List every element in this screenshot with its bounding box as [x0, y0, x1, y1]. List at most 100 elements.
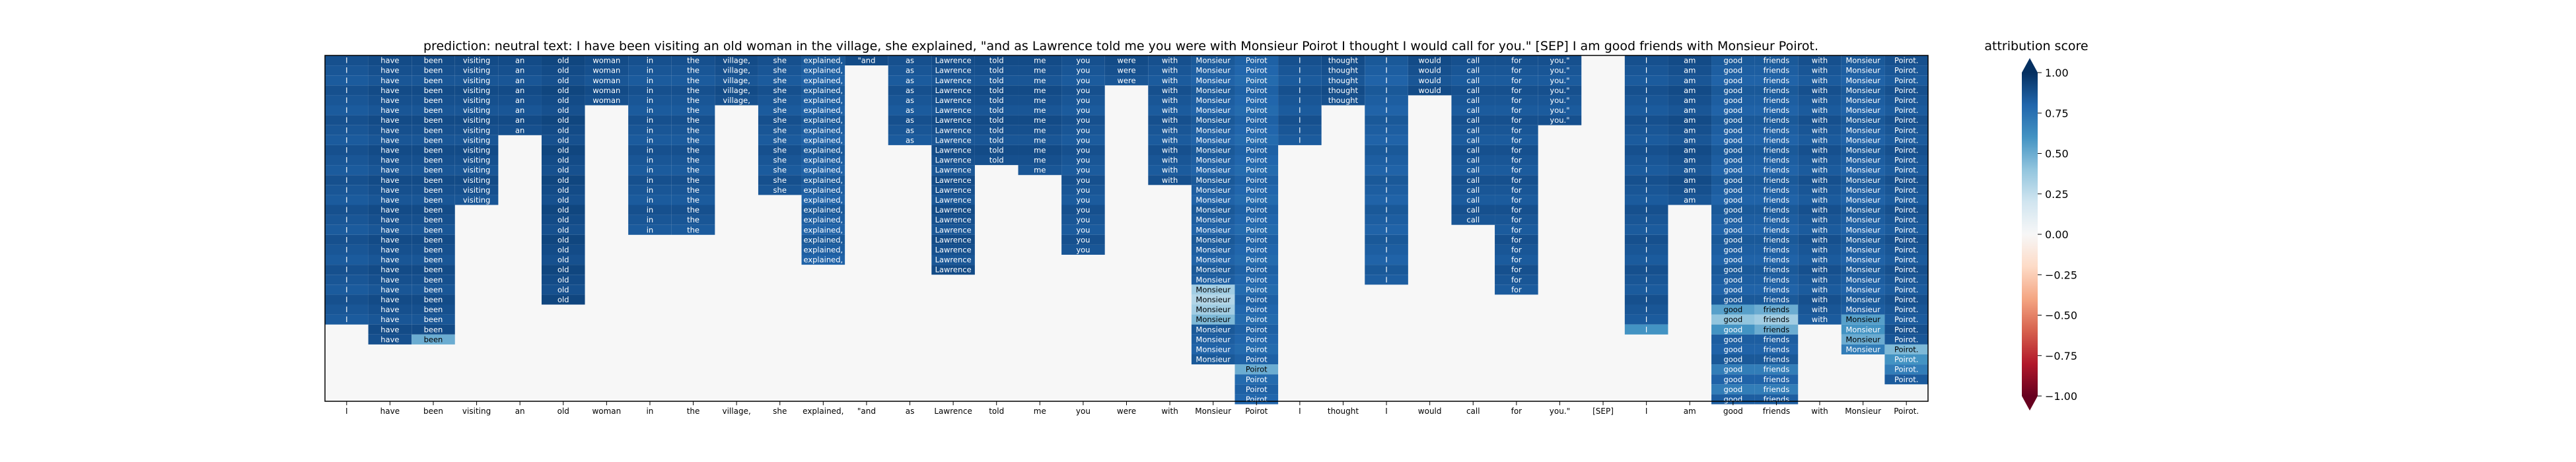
heatmap-cell [628, 175, 672, 185]
heatmap-cell-label: Poirot [1246, 315, 1268, 324]
heatmap-cell [1668, 185, 1712, 195]
heatmap-cell [1234, 105, 1279, 116]
heatmap-cell [585, 75, 629, 86]
heatmap-cell [368, 185, 412, 195]
heatmap-cell-label: friends [1764, 135, 1790, 145]
heatmap-cell-label: the [687, 116, 699, 125]
heatmap-cell [368, 115, 412, 125]
heatmap-cell-label: I [1299, 66, 1301, 75]
heatmap-cell-label: been [424, 246, 443, 255]
heatmap-cell-label: explained, [803, 76, 843, 85]
heatmap-cell [1538, 115, 1582, 125]
heatmap-cell-label: I [1299, 135, 1301, 145]
heatmap-cell-label: Lawrence [935, 205, 972, 214]
heatmap-cell [1061, 185, 1105, 195]
heatmap-cell [1148, 155, 1192, 166]
heatmap-cell [1754, 95, 1799, 106]
heatmap-cell [1711, 85, 1755, 96]
heatmap-cell [1884, 214, 1928, 225]
heatmap-cell [1234, 344, 1279, 354]
heatmap-cell-label: been [424, 185, 443, 195]
heatmap-cell [325, 284, 369, 295]
heatmap-cell-label: Poirot. [1894, 325, 1918, 334]
heatmap-cell [368, 105, 412, 116]
heatmap-cell-label: an [515, 86, 524, 95]
heatmap-cell [1754, 165, 1799, 176]
heatmap-cell-label: you." [1550, 76, 1569, 85]
heatmap-cell [1191, 354, 1235, 365]
heatmap-cell-label: friends [1764, 86, 1790, 95]
heatmap-cell [1711, 374, 1755, 385]
heatmap-cell-label: I [1645, 66, 1647, 75]
heatmap-cell-label: with [1812, 156, 1828, 165]
heatmap-cell [1495, 175, 1538, 185]
heatmap-cell [1798, 95, 1842, 106]
heatmap-cell-label: old [557, 205, 569, 214]
heatmap-cell [1365, 195, 1408, 205]
heatmap-cell [801, 125, 845, 135]
heatmap-cell [1754, 125, 1799, 135]
heatmap-cell-label: Poirot. [1894, 125, 1918, 135]
heatmap-cell [1668, 135, 1712, 145]
heatmap-cell [801, 165, 845, 176]
heatmap-cell-label: the [687, 125, 699, 135]
heatmap-cell-label: Lawrence [935, 125, 972, 135]
heatmap-cell-label: Poirot. [1894, 185, 1918, 195]
heatmap-cell-label: you." [1550, 56, 1569, 65]
heatmap-cell-label: Poirot [1246, 176, 1268, 185]
heatmap-cell-label: old [557, 215, 569, 224]
heatmap-cell [1234, 275, 1279, 285]
heatmap-cell-label: I [1645, 56, 1647, 65]
heatmap-cell-label: Monsieur [1196, 246, 1231, 255]
x-tick-label: Poirot [1245, 407, 1268, 416]
heatmap-cell-label: have [380, 146, 399, 155]
heatmap-cell-label: Poirot. [1894, 375, 1918, 384]
heatmap-cell-label: call [1466, 176, 1480, 185]
heatmap-cell [1191, 275, 1235, 285]
heatmap-cell-label: Monsieur [1845, 66, 1880, 75]
heatmap-cell [1884, 224, 1928, 235]
heatmap-cell-label: me [1034, 116, 1046, 125]
heatmap-cell [758, 55, 802, 66]
heatmap-cell-label: have [380, 156, 399, 165]
heatmap-cell [368, 175, 412, 185]
heatmap-cell-label: in [647, 96, 653, 105]
heatmap-cell [1234, 205, 1279, 215]
heatmap-cell-label: I [345, 295, 347, 304]
heatmap-cell [628, 214, 672, 225]
heatmap-cell [1234, 334, 1279, 345]
heatmap-cell-label: I [1385, 96, 1387, 105]
heatmap-cell [454, 95, 499, 106]
heatmap-cell [454, 65, 499, 76]
heatmap-cell [1841, 95, 1885, 106]
heatmap-cell-label: Monsieur [1845, 76, 1880, 85]
heatmap-cell [758, 115, 802, 125]
heatmap-cell [758, 65, 802, 76]
heatmap-cell-label: for [1511, 185, 1522, 195]
heatmap-cell [541, 75, 585, 86]
heatmap-cell-label: the [687, 176, 699, 185]
heatmap-cell-label: Poirot. [1894, 255, 1918, 265]
heatmap-cell-label: in [647, 135, 653, 145]
heatmap-cell [411, 165, 455, 176]
heatmap-cell-label: Monsieur [1196, 76, 1231, 85]
heatmap-cell-label: been [424, 335, 443, 344]
heatmap-cell [1624, 304, 1668, 315]
heatmap-cell [1321, 75, 1365, 86]
heatmap-cell-label: were [1117, 66, 1135, 75]
heatmap-cell-label: you [1076, 166, 1090, 175]
heatmap-cell-label: been [424, 76, 443, 85]
heatmap-cell-label: with [1162, 146, 1178, 155]
heatmap-cell [1234, 165, 1279, 176]
heatmap-cell [325, 115, 369, 125]
heatmap-cell [1451, 175, 1495, 185]
heatmap-cell-label: visiting [463, 135, 490, 145]
heatmap-cell [541, 55, 585, 66]
heatmap-cell [1841, 324, 1885, 335]
heatmap-cell-label: Monsieur [1845, 295, 1880, 304]
heatmap-cell [628, 224, 672, 235]
heatmap-cell-label: old [557, 56, 569, 65]
heatmap-cell [1711, 155, 1755, 166]
heatmap-cell-label: I [1385, 135, 1387, 145]
heatmap-cell-label: Monsieur [1845, 156, 1880, 165]
